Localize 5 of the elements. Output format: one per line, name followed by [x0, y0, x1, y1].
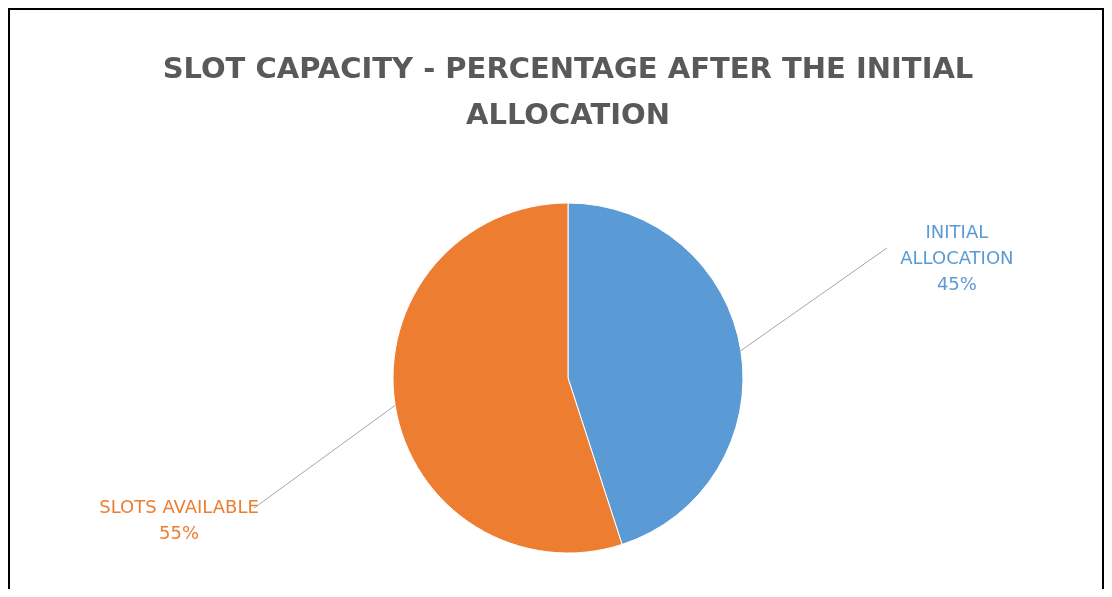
data-label: 45%	[936, 273, 977, 294]
slice-label: SLOTS AVAILABLE	[99, 496, 259, 517]
slice-label: INITIAL ALLOCATION	[900, 221, 1014, 268]
chart-title: SLOT CAPACITY - PERCENTAGE AFTER THE INITIAL ALLOCATION	[162, 51, 974, 131]
data-label: 55%	[159, 522, 200, 543]
